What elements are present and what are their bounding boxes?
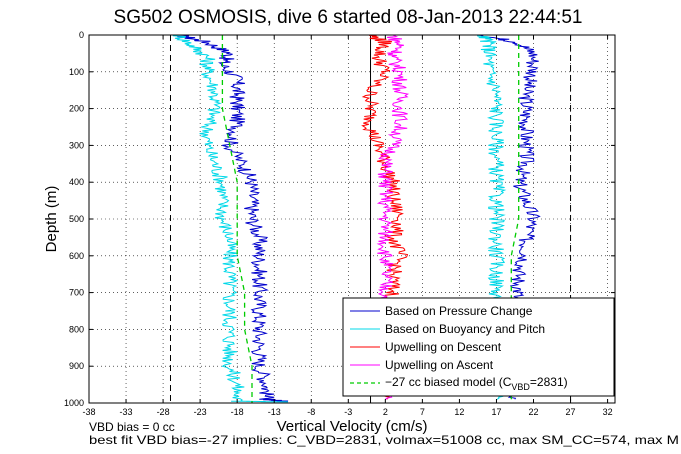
y-tick-label: 400	[69, 177, 84, 187]
x-tick-label: 32	[603, 407, 613, 417]
x-tick-label: -13	[268, 407, 281, 417]
x-tick-label: 27	[566, 407, 576, 417]
x-tick-label: -33	[120, 407, 133, 417]
y-tick-label: 200	[69, 104, 84, 114]
footer-line-2: best fit VBD bias=-27 implies: C_VBD=283…	[89, 433, 679, 447]
x-tick-label: -18	[231, 407, 244, 417]
legend-label-model-main: −27 cc biased model (C	[385, 375, 512, 389]
y-tick-label: 300	[69, 140, 84, 150]
legend-label-ascent: Upwelling on Ascent	[385, 358, 494, 372]
y-tick-label: 500	[69, 214, 84, 224]
y-tick-label: 1000	[64, 398, 84, 408]
legend-label-pressure: Based on Pressure Change	[385, 304, 533, 318]
x-ticks: -38 -33 -28 -23 -18 -13 -8 -3 2 7 12 17 22 27 32	[82, 35, 613, 417]
y-axis-label: Depth (m)	[43, 186, 60, 253]
y-ticks: 0 100 200 300 400 500 600 700 800 900 1000	[64, 30, 615, 408]
y-tick-label: 100	[69, 67, 84, 77]
x-tick-label: -3	[344, 407, 352, 417]
legend-label-model-sub: VBD	[511, 382, 530, 392]
x-tick-label: 22	[528, 407, 538, 417]
x-tick-label: -23	[194, 407, 207, 417]
series-line	[172, 34, 289, 403]
footer-line-1: VBD bias = 0 cc	[89, 420, 175, 434]
y-tick-label: 700	[69, 288, 84, 298]
x-tick-label: 17	[491, 407, 501, 417]
y-tick-label: 0	[79, 30, 84, 40]
legend: Based on Pressure Change Based on Buoyan…	[342, 297, 615, 397]
legend-label-model-tail: =2831)	[530, 375, 568, 389]
legend-box	[342, 297, 615, 397]
chart-title: SG502 OSMOSIS, dive 6 started 08-Jan-201…	[114, 7, 583, 28]
y-tick-label: 800	[69, 324, 84, 334]
x-tick-label: -28	[157, 407, 170, 417]
x-tick-label: 12	[454, 407, 464, 417]
y-tick-label: 600	[69, 251, 84, 261]
legend-label-buoyancy: Based on Buoyancy and Pitch	[385, 322, 545, 336]
x-tick-label: -8	[307, 407, 315, 417]
x-tick-label: 2	[383, 407, 388, 417]
x-tick-label: -38	[82, 407, 95, 417]
series-line	[177, 34, 289, 402]
x-axis-label: Vertical Velocity (cm/s)	[277, 418, 428, 435]
legend-label-descent: Upwelling on Descent	[385, 340, 502, 354]
y-tick-label: 900	[69, 361, 84, 371]
x-tick-label: 7	[420, 407, 425, 417]
series-line	[221, 35, 253, 403]
legend-label-model: −27 cc biased model (CVBD=2831)	[385, 375, 568, 392]
